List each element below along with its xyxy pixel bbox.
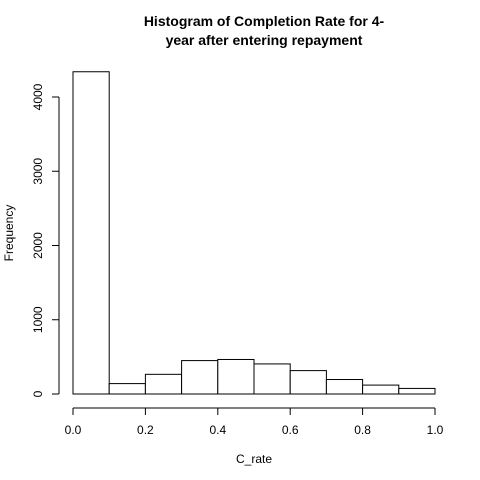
x-axis-label: C_rate: [236, 452, 272, 466]
y-tick-label: 4000: [31, 83, 45, 110]
x-tick-label: 0.8: [354, 423, 371, 437]
y-axis: 0 1000 2000 3000 4000: [31, 83, 60, 397]
histogram-bar: [72, 71, 110, 395]
bars-group: [72, 71, 436, 395]
histogram-bar: [181, 360, 219, 395]
x-axis: 0.0 0.2 0.4 0.6 0.8 1.0: [65, 407, 444, 437]
y-tick-label: 3000: [31, 158, 45, 185]
histogram-bar: [325, 379, 364, 395]
y-tick-label: 0: [31, 390, 45, 397]
histogram-bar: [398, 387, 436, 395]
x-tick-label: 0.2: [137, 423, 154, 437]
chart-title-line-2: year after entering repayment: [166, 32, 363, 48]
histogram-bar: [144, 373, 183, 395]
x-tick-label: 1.0: [427, 423, 444, 437]
y-tick-label: 2000: [31, 232, 45, 259]
histogram-bar: [289, 370, 327, 395]
y-axis-label: Frequency: [2, 205, 16, 262]
x-tick-label: 0.6: [282, 423, 299, 437]
histogram-bar: [362, 384, 400, 395]
chart-title-line-1: Histogram of Completion Rate for 4-: [144, 13, 385, 29]
histogram-bar: [108, 383, 146, 395]
histogram-bar: [217, 358, 255, 395]
histogram-bar: [253, 363, 291, 395]
x-tick-label: 0.4: [209, 423, 226, 437]
x-tick-label: 0.0: [65, 423, 82, 437]
y-tick-label: 1000: [31, 306, 45, 333]
